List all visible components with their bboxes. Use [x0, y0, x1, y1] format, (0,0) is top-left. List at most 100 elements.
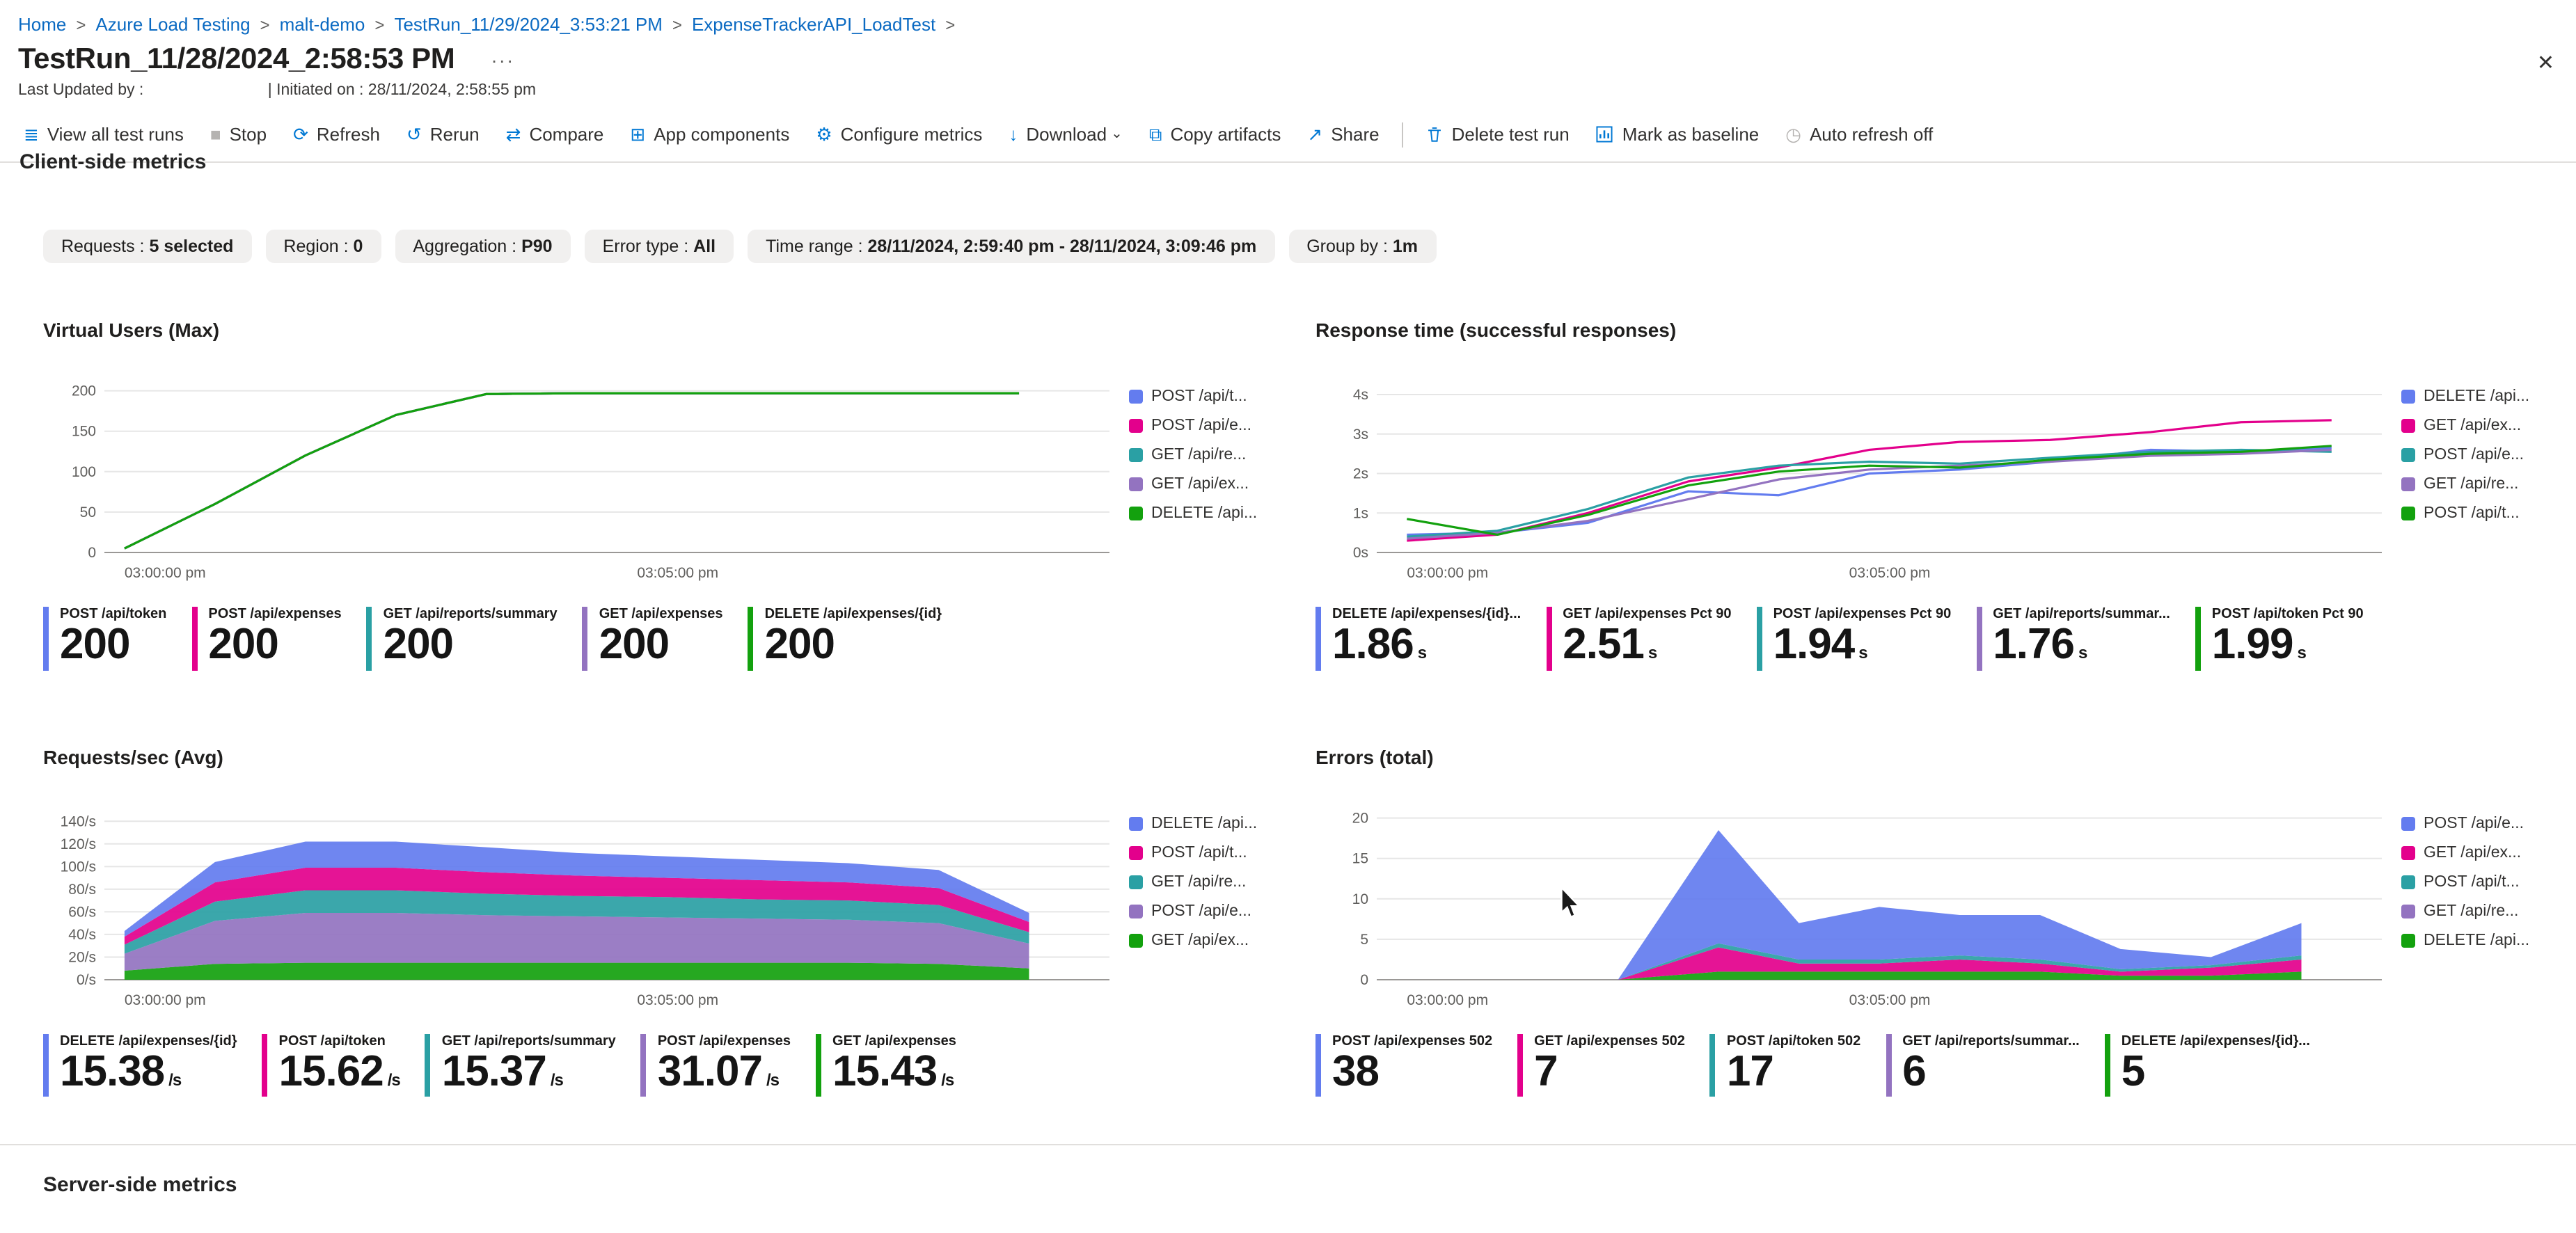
metric-label: GET /api/reports/summary: [441, 1033, 616, 1049]
legend-swatch: [1129, 845, 1143, 860]
metric-unit: /s: [168, 1069, 182, 1090]
legend-label: DELETE /api...: [2424, 932, 2530, 949]
legend-label: POST /api/e...: [2424, 447, 2524, 463]
legend-swatch: [2401, 390, 2415, 404]
compare-button[interactable]: ⇄ Compare: [493, 117, 617, 152]
svg-text:4s: 4s: [1353, 387, 1368, 403]
svg-text:100: 100: [72, 464, 96, 480]
legend-item[interactable]: POST /api/e...: [2401, 447, 2529, 463]
filter-requests[interactable]: Requests : 5 selected: [43, 230, 252, 263]
mark-as-baseline-button[interactable]: Mark as baseline: [1583, 117, 1772, 152]
requests-per-sec-chart: 0/s 20/s 40/s 60/s 80/s 100/s 120/s 140/s 03:00:…: [61, 813, 1109, 1008]
metric-stat-card: POST /api/token 15.62/s: [262, 1033, 403, 1097]
legend-item[interactable]: POST /api/t...: [2401, 505, 2529, 522]
app-components-button[interactable]: ⊞ App components: [617, 117, 802, 152]
legend-item[interactable]: POST /api/t...: [1129, 844, 1257, 861]
legend-swatch: [1129, 904, 1143, 918]
filter-error-type[interactable]: Error type : All: [584, 230, 734, 263]
metric-unit: /s: [387, 1069, 401, 1090]
breadcrumb-separator: >: [374, 15, 385, 35]
breadcrumb-item[interactable]: ExpenseTrackerAPI_LoadTest: [691, 14, 936, 35]
legend-item[interactable]: POST /api/e...: [1129, 902, 1257, 919]
legend-item[interactable]: DELETE /api...: [1129, 505, 1257, 522]
stop-button[interactable]: ■ Stop: [198, 117, 279, 152]
metric-unit: /s: [550, 1069, 564, 1090]
metric-label: POST /api/expenses Pct 90: [1773, 607, 1952, 622]
chart-stats: POST /api/expenses 502 38 GET /api/expense…: [1315, 1033, 2571, 1097]
filter-aggregation[interactable]: Aggregation : P90: [395, 230, 571, 263]
chevron-down-icon: ⌄: [1111, 127, 1123, 142]
filter-time-range[interactable]: Time range : 28/11/2024, 2:59:40 pm - 28…: [748, 230, 1275, 263]
toolbar-label: App components: [654, 124, 790, 145]
metric-value: 31.07/s: [657, 1046, 780, 1095]
copy-artifacts-button[interactable]: ⧉ Copy artifacts: [1137, 117, 1294, 152]
breadcrumb-separator: >: [76, 15, 86, 35]
filter-value: 28/11/2024, 2:59:40 pm - 28/11/2024, 3:0…: [867, 237, 1257, 256]
breadcrumb-item[interactable]: Home: [18, 14, 67, 35]
legend-item[interactable]: GET /api/re...: [1129, 447, 1257, 463]
chart-title: Virtual Users (Max): [43, 319, 220, 341]
legend-item[interactable]: GET /api/re...: [2401, 902, 2529, 919]
legend-swatch: [1129, 507, 1143, 520]
refresh-icon: ⟳: [293, 124, 308, 145]
svg-text:0s: 0s: [1353, 545, 1368, 561]
legend-item[interactable]: GET /api/ex...: [1129, 476, 1257, 493]
configure-metrics-button[interactable]: ⚙ Configure metrics: [803, 117, 995, 152]
svg-text:03:05:00 pm: 03:05:00 pm: [637, 992, 718, 1008]
share-button[interactable]: ↗ Share: [1295, 117, 1391, 152]
filter-region[interactable]: Region : 0: [265, 230, 381, 263]
metric-stat-card: GET /api/expenses Pct 90 2.51 s: [1546, 607, 1734, 671]
virtual-users-chart: 0 50 100 150 200 03:00:00 pm 03:05:00 pm: [72, 383, 1109, 581]
metric-unit: s: [2078, 643, 2087, 662]
legend-item[interactable]: POST /api/t...: [1129, 388, 1257, 405]
filter-value: 0: [353, 237, 363, 256]
legend-label: POST /api/e...: [1151, 902, 1252, 920]
share-icon: ↗: [1307, 124, 1323, 145]
breadcrumb-separator: >: [945, 15, 956, 35]
filter-value: 1m: [1392, 237, 1419, 256]
metric-stat-card: POST /api/token 200: [43, 607, 169, 671]
section-divider: [0, 1144, 2576, 1146]
baseline-icon: [1596, 125, 1614, 143]
legend-label: GET /api/ex...: [2424, 844, 2522, 861]
legend-item[interactable]: GET /api/re...: [2401, 476, 2529, 493]
legend-item[interactable]: POST /api/t...: [2401, 873, 2529, 890]
refresh-button[interactable]: ⟳ Refresh: [280, 117, 393, 152]
filter-value: P90: [521, 237, 553, 256]
delete-test-run-button[interactable]: Delete test run: [1413, 117, 1582, 152]
legend-swatch: [1129, 875, 1143, 889]
legend-item[interactable]: GET /api/ex...: [2401, 417, 2529, 434]
legend-item[interactable]: GET /api/ex...: [1129, 932, 1257, 948]
view-all-test-runs-button[interactable]: ≣ View all test runs: [11, 117, 196, 152]
chart-title: Response time (successful responses): [1315, 319, 1677, 341]
legend-item[interactable]: DELETE /api...: [1129, 815, 1257, 832]
legend-item[interactable]: POST /api/e...: [1129, 417, 1257, 434]
metric-value: 200: [764, 619, 835, 668]
rerun-button[interactable]: ↺ Rerun: [394, 117, 492, 152]
legend-item[interactable]: GET /api/ex...: [2401, 844, 2529, 861]
breadcrumb-item[interactable]: Azure Load Testing: [95, 14, 251, 35]
legend-item[interactable]: POST /api/e...: [2401, 815, 2529, 832]
page-title: TestRun_11/28/2024_2:58:53 PM: [18, 43, 455, 75]
filter-value: 5 selected: [149, 237, 234, 256]
toolbar-label: Stop: [229, 124, 267, 145]
close-icon[interactable]: ✕: [2536, 51, 2554, 75]
legend-swatch: [2401, 419, 2415, 433]
auto-refresh-toggle[interactable]: ◷ Auto refresh off: [1773, 117, 1945, 152]
filter-group-by[interactable]: Group by : 1m: [1288, 230, 1437, 263]
breadcrumb-item[interactable]: malt-demo: [279, 14, 365, 35]
breadcrumb-item[interactable]: TestRun_11/29/2024_3:53:21 PM: [394, 14, 663, 35]
svg-text:150: 150: [72, 424, 96, 440]
svg-text:50: 50: [80, 504, 96, 520]
legend-item[interactable]: DELETE /api...: [2401, 388, 2529, 405]
metric-unit: s: [1858, 643, 1867, 662]
more-options-button[interactable]: ···: [491, 49, 515, 71]
svg-text:140/s: 140/s: [61, 813, 96, 829]
metric-label: DELETE /api/expenses/{id}: [60, 1033, 237, 1049]
legend-item[interactable]: DELETE /api...: [2401, 932, 2529, 948]
svg-text:0: 0: [88, 545, 96, 561]
metric-stat-card: POST /api/expenses Pct 90 1.94 s: [1756, 607, 1954, 671]
download-button[interactable]: ↓ Download ⌄: [996, 117, 1135, 152]
toolbar-separator: [1401, 122, 1403, 147]
legend-item[interactable]: GET /api/re...: [1129, 873, 1257, 890]
